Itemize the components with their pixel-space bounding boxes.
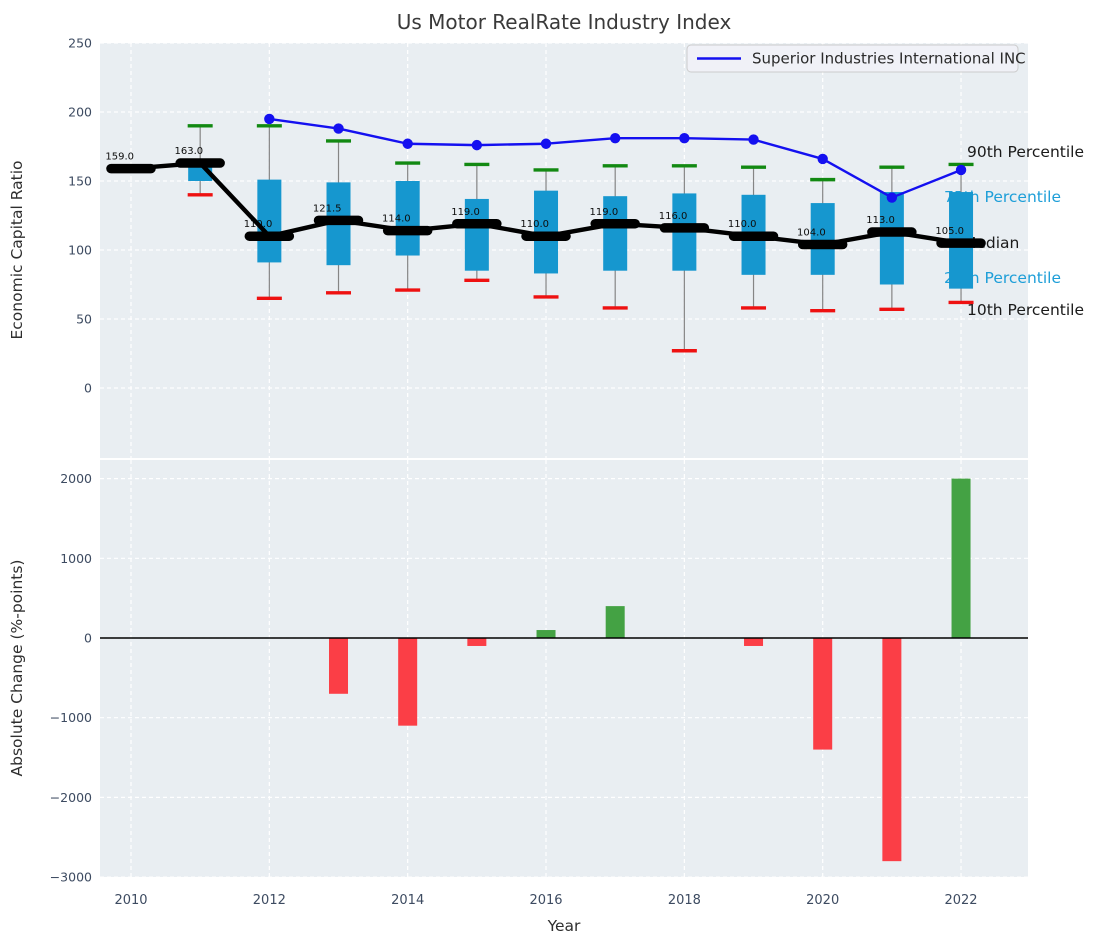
median-value-label: 113.0 — [866, 215, 895, 226]
company-point — [264, 113, 275, 125]
change-bar — [951, 478, 971, 638]
y-tick-label: 100 — [68, 243, 92, 258]
industry-box — [603, 196, 628, 271]
change-bar — [467, 638, 487, 646]
legend: Superior Industries International INC — [686, 44, 1026, 73]
company-point — [402, 138, 413, 149]
median-value-label: 159.0 — [105, 152, 134, 163]
company-point — [540, 138, 552, 149]
median-value-label: 104.0 — [797, 227, 826, 238]
top-chart-marks: 159.0 163.0 110.0 121.5 114.0 119.0 110.0 119.0… — [105, 113, 986, 353]
company-point — [817, 153, 828, 165]
industry-box — [810, 203, 835, 275]
percentile-annotations: 90th Percentile 75th Percentile Median 2… — [944, 143, 1084, 319]
industry-box — [257, 179, 282, 263]
industry-box — [464, 198, 489, 271]
top-gridlines — [100, 42, 1028, 458]
x-axis-label: Year — [547, 917, 581, 935]
x-tick-label: 2014 — [391, 893, 424, 908]
p25-percentile-label: 25th Percentile — [944, 269, 1061, 287]
x-tick-label: 2020 — [806, 893, 839, 908]
y-tick-label: −1000 — [50, 710, 92, 725]
median-value-label: 119.0 — [451, 207, 480, 218]
bottom-plot-area — [100, 460, 1028, 877]
company-point — [609, 133, 621, 144]
y-tick-label: 150 — [68, 174, 92, 189]
change-bar — [605, 606, 625, 638]
change-bar — [744, 638, 764, 646]
company-point — [955, 164, 967, 176]
y-tick-label: 0 — [84, 381, 92, 396]
axis-tick-labels: 0 50 100 150 200 250 −3000 −2000 −1000 0 1000 2000 2… — [50, 36, 978, 909]
median-value-label: 116.0 — [659, 211, 688, 222]
p90-percentile-label: 90th Percentile — [967, 143, 1084, 161]
y-tick-label: −3000 — [50, 870, 92, 885]
company-point — [679, 133, 690, 144]
company-point — [471, 139, 483, 151]
industry-box — [879, 192, 904, 285]
legend-box — [686, 44, 1019, 73]
change-bar — [882, 638, 902, 862]
x-tick-label: 2010 — [114, 893, 147, 908]
legend-series-label: Superior Industries International INC — [752, 50, 1026, 68]
median-value-label: 110.0 — [520, 219, 549, 230]
chart-title: Us Motor RealRate Industry Index — [397, 10, 732, 34]
median-value-label: 110.0 — [728, 219, 757, 230]
y-tick-label: −2000 — [50, 790, 92, 805]
median-value-label: 119.0 — [590, 207, 619, 218]
median-value-label: 105.0 — [935, 226, 964, 237]
median-value-label: 121.5 — [313, 203, 342, 214]
change-bar — [813, 638, 833, 750]
y-tick-label: 0 — [84, 631, 92, 646]
p75-percentile-label: 75th Percentile — [944, 188, 1061, 206]
p10-percentile-label: 10th Percentile — [967, 301, 1084, 319]
change-bar — [536, 630, 556, 638]
y-tick-label: 250 — [68, 36, 92, 51]
company-point — [748, 134, 759, 145]
y-tick-label: 50 — [76, 312, 92, 327]
industry-box — [395, 181, 420, 256]
y-tick-label: 2000 — [60, 471, 92, 486]
x-tick-label: 2016 — [529, 893, 562, 908]
median-value-label: 163.0 — [175, 146, 204, 157]
x-tick-label: 2018 — [668, 893, 701, 908]
bottom-chart-marks — [100, 478, 1028, 862]
company-point — [333, 123, 344, 134]
y-tick-label: 1000 — [60, 551, 92, 566]
x-tick-label: 2012 — [253, 893, 286, 908]
bottom-y-axis-label: Absolute Change (%-points) — [8, 560, 26, 777]
company-point — [886, 192, 898, 203]
median-value-label: 114.0 — [382, 214, 411, 225]
x-tick-label: 2022 — [944, 893, 977, 908]
change-bar — [329, 638, 349, 694]
y-tick-label: 200 — [68, 105, 92, 120]
change-bar — [398, 638, 418, 726]
top-y-axis-label: Economic Capital Ratio — [8, 160, 26, 339]
